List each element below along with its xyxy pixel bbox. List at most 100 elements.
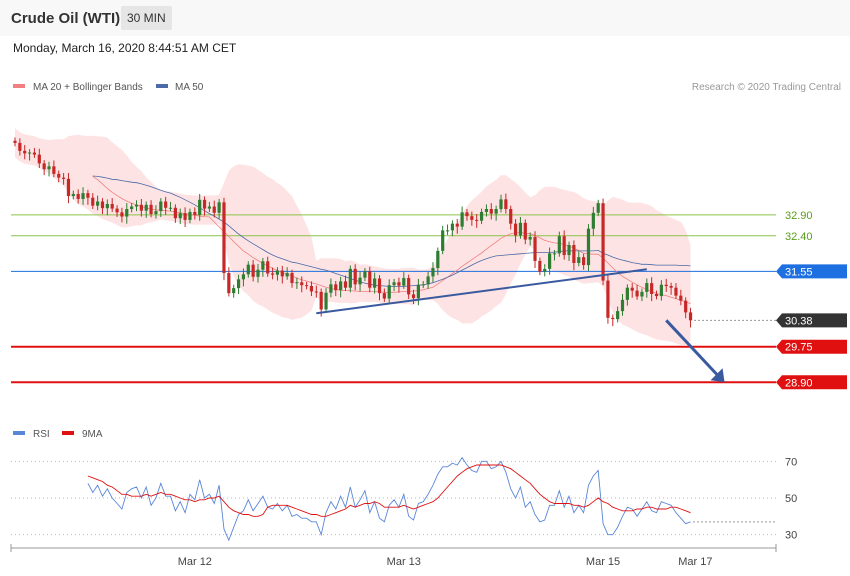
candle-body xyxy=(562,236,566,256)
legend-ma50: MA 50 xyxy=(175,82,204,93)
candle-body xyxy=(168,207,173,209)
legend-rsi-ma: 9MA xyxy=(82,429,103,440)
candle-body xyxy=(71,193,75,197)
time-axis-label: Mar 12 xyxy=(178,556,212,568)
candle-body xyxy=(387,285,391,299)
level-tag xyxy=(776,375,847,390)
candle-body xyxy=(606,280,610,318)
candle-body xyxy=(309,286,314,292)
candle-body xyxy=(397,282,401,286)
level-label: 30.38 xyxy=(785,315,813,327)
candle-body xyxy=(455,223,459,227)
candle-body xyxy=(567,245,571,256)
candle-body xyxy=(295,282,299,284)
candle-body xyxy=(120,212,124,217)
candle-body xyxy=(630,287,634,291)
candle-body xyxy=(382,293,386,299)
level-tag xyxy=(776,264,847,279)
level-label: 32.90 xyxy=(785,210,813,222)
candle-body xyxy=(489,209,493,214)
candle-body xyxy=(528,237,532,240)
candle-body xyxy=(246,264,250,275)
candle-body xyxy=(173,207,177,219)
candle-body xyxy=(305,285,309,287)
candle-body xyxy=(266,261,270,274)
candle-body xyxy=(640,291,644,297)
candle-body xyxy=(679,295,683,301)
candle-body xyxy=(130,206,134,210)
candle-body xyxy=(164,201,168,208)
candle-body xyxy=(236,279,241,289)
candle-body xyxy=(509,209,513,224)
candle-body xyxy=(290,273,294,284)
candle-body xyxy=(484,209,489,212)
interval-button[interactable]: 30 MIN xyxy=(121,6,172,30)
candle-body xyxy=(110,203,114,209)
candle-body xyxy=(139,204,143,211)
candle-body xyxy=(436,250,440,269)
annotations xyxy=(316,268,725,383)
rsi-tick-label: 30 xyxy=(785,530,797,542)
candle-body xyxy=(227,273,231,294)
legend-swatch-rsi xyxy=(13,431,25,435)
chart-datetime: Monday, March 16, 2020 8:44:51 AM CET xyxy=(13,41,237,55)
candle-body xyxy=(13,140,17,143)
level-label: 32.40 xyxy=(785,231,813,243)
time-axis-label: Mar 13 xyxy=(387,556,421,568)
projection-arrow-head xyxy=(710,368,725,383)
candle-body xyxy=(664,284,668,287)
candle-body xyxy=(591,212,595,229)
candle-body xyxy=(125,209,129,217)
candle-body xyxy=(601,203,605,281)
candle-body xyxy=(47,166,51,170)
candle-body xyxy=(377,278,382,294)
candle-body xyxy=(42,163,46,170)
projection-arrow-shaft xyxy=(665,319,720,378)
candle-body xyxy=(402,278,406,286)
candle-body xyxy=(343,281,348,288)
legend-swatch-bollinger xyxy=(13,84,25,88)
candle-body xyxy=(684,300,688,313)
candle-body xyxy=(96,201,100,206)
candle-body xyxy=(222,202,226,274)
chart-header: Crude Oil (WTI) 30 MIN xyxy=(0,0,850,36)
candle-body xyxy=(557,236,561,254)
candle-body xyxy=(159,201,163,212)
candle-body xyxy=(353,268,357,285)
candle-body xyxy=(251,264,255,277)
candle-body xyxy=(105,203,109,209)
candle-body xyxy=(37,154,41,164)
legend-swatch-ma50 xyxy=(156,84,168,88)
candle-body xyxy=(620,299,625,312)
candle-body xyxy=(52,166,56,174)
candle-body xyxy=(86,193,90,198)
candle-body xyxy=(659,284,663,297)
bollinger-bands xyxy=(15,128,691,345)
candle-body xyxy=(479,211,484,221)
candle-body xyxy=(450,223,454,231)
candle-body xyxy=(411,294,416,299)
candle-body xyxy=(314,291,318,293)
candle-body xyxy=(27,152,32,154)
candle-body xyxy=(577,257,581,263)
instrument-title: Crude Oil (WTI) xyxy=(11,10,121,27)
candle-body xyxy=(645,283,649,292)
candle-body xyxy=(504,199,508,210)
candle-body xyxy=(572,245,576,263)
candle-body xyxy=(217,202,221,213)
candle-body xyxy=(241,274,246,280)
candle-body xyxy=(66,178,71,197)
candle-body xyxy=(188,211,192,220)
candle-body xyxy=(100,201,105,209)
candle-body xyxy=(582,257,586,266)
price-level-labels: 32.90 32.40 31.55 30.38 29.75 28.90 xyxy=(776,210,847,390)
candle-body xyxy=(339,281,343,291)
candle-body xyxy=(465,212,469,217)
candle-body xyxy=(470,216,474,220)
time-axis-label: Mar 15 xyxy=(586,556,620,568)
level-tag xyxy=(776,313,847,328)
candle-body xyxy=(552,253,557,255)
candle-body xyxy=(334,284,338,291)
candle-body xyxy=(207,206,211,209)
